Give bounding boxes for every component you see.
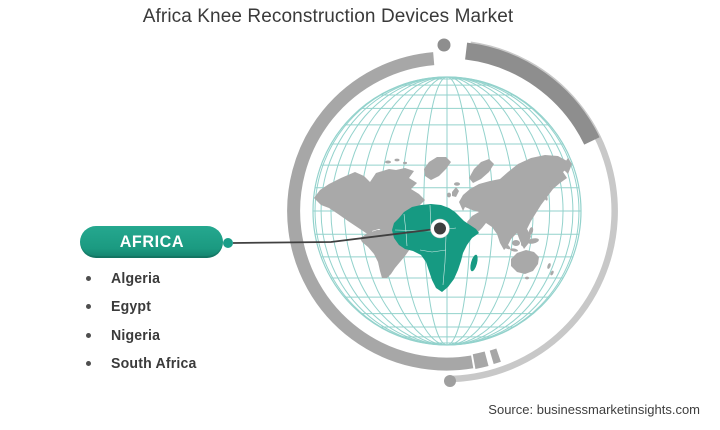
island-ireland [447, 192, 451, 198]
bullet-icon [86, 332, 91, 338]
continent-australia [511, 250, 539, 274]
island-kamchatka [563, 158, 572, 174]
continent-greenland [424, 157, 451, 180]
island-philippines [528, 227, 534, 235]
country-list: Algeria Egypt Nigeria South Africa [86, 264, 202, 378]
globe-graticule [312, 76, 582, 346]
continent-scandinavia [469, 159, 494, 183]
island-sumatra [501, 242, 511, 250]
island-madagascar [470, 254, 478, 272]
region-label: AFRICA [119, 232, 184, 251]
island-speck [403, 161, 407, 165]
region-label-pill[interactable]: AFRICA [80, 226, 223, 258]
orbit-dot-bottom [444, 375, 456, 387]
island-borneo [512, 240, 520, 246]
island-speck [394, 158, 400, 162]
orbit-arcs [287, 38, 618, 387]
orbit-arc-dash [489, 348, 501, 365]
country-item: Algeria [86, 264, 202, 293]
africa-marker-icon[interactable] [430, 218, 450, 239]
page-title: Africa Knee Reconstruction Devices Marke… [142, 6, 514, 27]
africa-shape[interactable] [392, 204, 479, 292]
island-iceland [454, 182, 460, 186]
bullet-icon [86, 304, 91, 310]
island-tasmania [525, 276, 529, 280]
island-java [510, 248, 518, 252]
bullet-icon [86, 275, 91, 281]
island-new-guinea [527, 238, 539, 244]
island-sulawesi [521, 241, 525, 247]
island-japan [547, 185, 551, 191]
orbit-dot-top [437, 38, 451, 52]
continent-eurasia [459, 155, 569, 250]
island-britain [452, 187, 459, 197]
country-item: Egypt [86, 293, 202, 322]
world-map [314, 155, 572, 292]
callout-connector-line [232, 227, 441, 244]
island-new-zealand [550, 270, 554, 276]
bullet-icon [86, 361, 91, 367]
country-item: South Africa [86, 350, 202, 379]
country-name: South Africa [111, 355, 197, 373]
orbit-arc-dark-segment [464, 42, 600, 145]
island-speck [385, 160, 391, 164]
island-new-zealand [547, 263, 551, 269]
country-name: Nigeria [111, 326, 161, 344]
island-japan [542, 191, 548, 201]
country-item: Nigeria [86, 321, 202, 350]
country-name: Algeria [111, 269, 161, 287]
orbit-arc-main [287, 52, 474, 371]
country-name: Egypt [111, 298, 152, 316]
orbit-arc-dash [472, 351, 489, 369]
callout-dot [223, 238, 233, 248]
source-text: Source: businessmarketinsights.com [488, 402, 700, 417]
